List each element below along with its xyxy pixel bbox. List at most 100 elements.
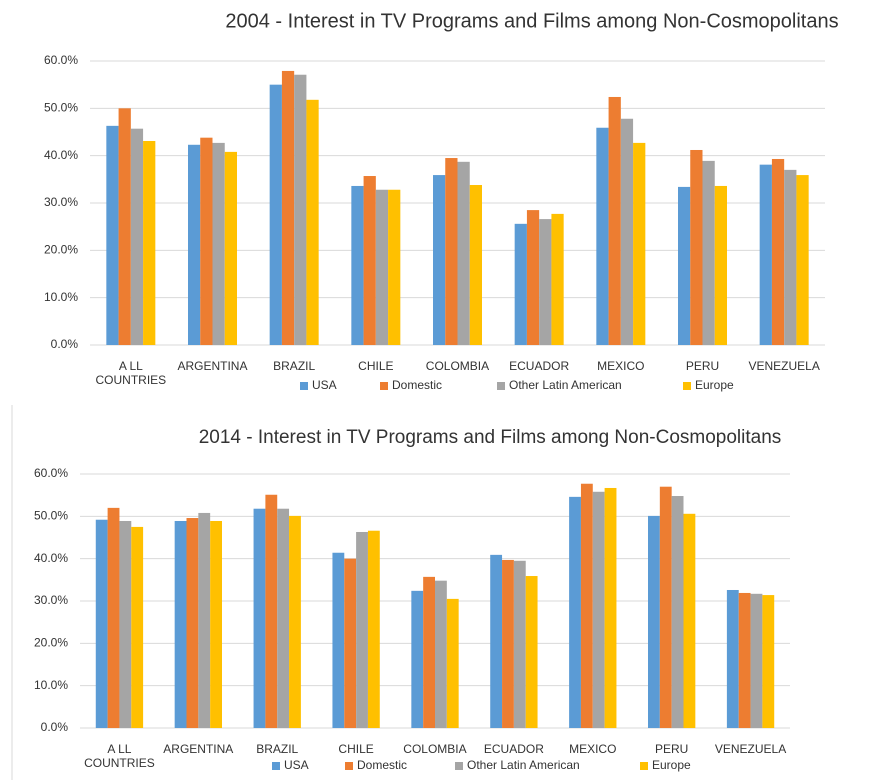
bar	[445, 158, 458, 345]
bar	[186, 518, 199, 728]
x-tick-label: PERU	[654, 742, 689, 756]
bar	[119, 520, 132, 728]
bar	[702, 160, 715, 345]
bar	[671, 496, 684, 728]
x-tick-label: ARGENTINA	[177, 359, 248, 373]
bar	[130, 128, 144, 345]
bar	[633, 142, 646, 345]
x-tick-label: PERU	[685, 359, 720, 373]
x-tick-label: COLOMBIA	[403, 742, 467, 756]
y-tick-label: 10.0%	[34, 678, 68, 692]
bar	[143, 140, 156, 345]
bar	[569, 496, 581, 728]
bar	[118, 108, 131, 345]
bar	[277, 508, 290, 728]
bar	[131, 526, 144, 728]
y-tick-label: 40.0%	[44, 148, 78, 162]
bar	[306, 99, 319, 346]
bar	[750, 593, 763, 728]
y-tick-label: 10.0%	[44, 290, 78, 304]
x-tick-label: MEXICO	[569, 742, 617, 756]
x-tick-label: CHILE	[358, 359, 394, 373]
y-tick-label: 0.0%	[41, 720, 69, 734]
bar	[759, 164, 772, 345]
bar	[289, 515, 301, 728]
legend-label: Europe	[695, 378, 734, 392]
bar	[446, 598, 459, 728]
bar	[351, 185, 364, 345]
y-tick-label: 50.0%	[44, 101, 78, 115]
bar	[539, 219, 552, 345]
y-tick-label: 50.0%	[34, 509, 68, 523]
bar	[714, 185, 727, 345]
y-tick-label: 60.0%	[34, 466, 68, 480]
bar	[210, 520, 222, 728]
bar	[771, 158, 785, 345]
bar	[224, 151, 237, 345]
y-tick-label: 20.0%	[34, 636, 68, 650]
bar	[490, 554, 503, 728]
bar	[375, 189, 389, 345]
bar	[188, 144, 201, 345]
bar	[107, 507, 120, 728]
bar	[106, 125, 119, 345]
bar	[580, 483, 593, 728]
x-tick-label: ECUADOR	[509, 359, 570, 373]
bar	[796, 175, 809, 345]
bar	[356, 531, 368, 728]
bar	[433, 175, 446, 345]
bar	[726, 589, 739, 728]
bar	[592, 491, 605, 728]
bar	[200, 137, 213, 345]
legend-label: Europe	[652, 758, 691, 772]
legend-swatch	[455, 762, 463, 770]
legend-label: USA	[312, 378, 337, 392]
bar	[457, 161, 470, 345]
legend-label: Domestic	[392, 378, 442, 392]
y-tick-label: 60.0%	[44, 53, 78, 67]
bar	[388, 189, 401, 345]
legend-label: USA	[284, 758, 309, 772]
x-tick-label: A LL COUNTRIES	[95, 359, 167, 387]
bar	[551, 213, 564, 345]
chart-title: 2004 - Interest in TV Programs and Films…	[225, 10, 838, 32]
legend-swatch	[272, 762, 280, 770]
y-tick-label: 40.0%	[34, 551, 68, 565]
bar	[514, 223, 527, 345]
bar	[411, 590, 424, 728]
bar	[596, 127, 609, 346]
bar	[212, 142, 225, 345]
y-tick-label: 30.0%	[44, 195, 78, 209]
legend-label: Domestic	[357, 758, 407, 772]
bar	[513, 560, 526, 728]
x-tick-label: A LL COUNTRIES	[84, 742, 155, 770]
bar	[435, 580, 447, 728]
bar	[469, 185, 482, 345]
x-tick-label: ARGENTINA	[163, 742, 234, 756]
bar	[253, 508, 266, 728]
legend-swatch	[380, 382, 388, 390]
bar	[784, 169, 797, 345]
bar	[294, 74, 307, 345]
bar	[648, 515, 660, 728]
bar	[526, 210, 540, 345]
x-tick-label: CHILE	[338, 742, 374, 756]
x-tick-label: MEXICO	[597, 359, 645, 373]
bar	[363, 176, 376, 345]
bar	[604, 487, 617, 728]
bar	[620, 118, 634, 345]
x-tick-label: BRAZIL	[273, 359, 316, 373]
y-tick-label: 20.0%	[44, 243, 78, 257]
bar	[367, 530, 380, 728]
bar	[683, 513, 696, 728]
bar	[738, 592, 751, 728]
x-tick-label: VENEZUELA	[748, 359, 820, 373]
bar	[762, 595, 775, 728]
legend-label: Other Latin American	[509, 378, 622, 392]
bar	[269, 84, 282, 346]
bar	[95, 519, 108, 728]
bar	[525, 576, 538, 728]
legend-swatch	[683, 382, 691, 390]
